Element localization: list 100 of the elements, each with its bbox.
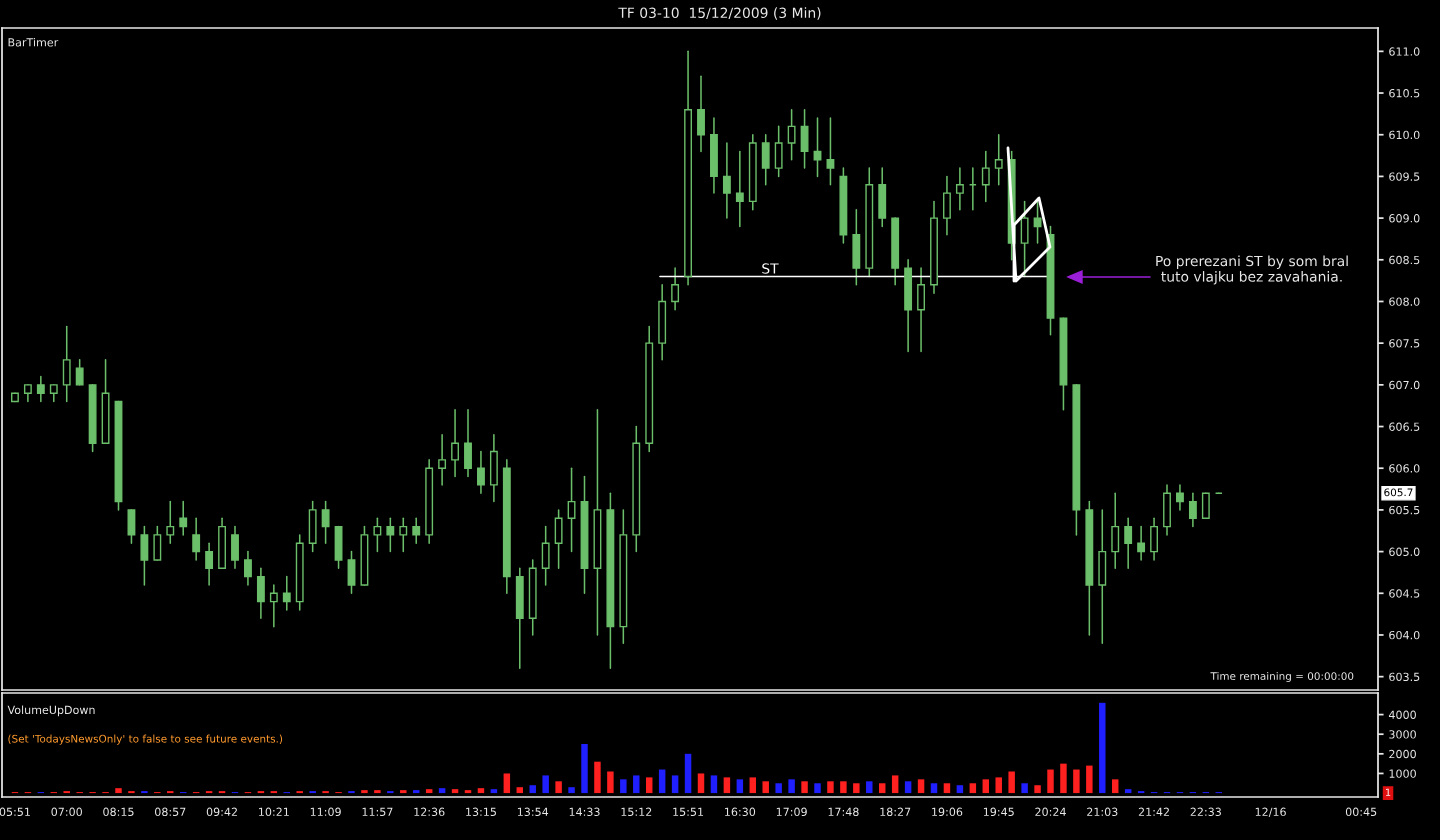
bar [1034,785,1041,794]
candlestick [166,500,175,545]
bar [827,781,834,794]
y-tick-label: 606.5 [1389,422,1420,431]
bar [956,785,964,794]
bar [658,769,666,794]
x-tick-label: 07:00 [51,807,82,817]
bar [930,783,938,794]
candlestick [1137,525,1146,561]
bar [555,781,562,794]
annotation: (Set 'TodaysNewsOnly' to false to see future events.) [8,734,283,745]
y-tick-label: 604.5 [1389,589,1420,598]
candlestick [282,575,291,611]
bar [607,771,614,794]
annotation: BarTimer [8,37,59,47]
y-tick-label: 609.0 [1389,214,1420,223]
y-tick-label: 603.5 [1389,672,1420,682]
y-tick-label: 608.5 [1389,255,1420,265]
bar [1008,771,1015,794]
bar [736,779,744,794]
bar [1099,702,1106,794]
y-tick-label: 605.0 [1389,547,1420,556]
bar [969,783,977,794]
candlestick [1176,484,1184,511]
x-tick-label: 17:09 [776,807,807,817]
x-tick-label: 20:24 [1035,807,1066,817]
y-tick-label: 611.0 [1389,47,1420,56]
candlestick [269,584,278,628]
bar [361,790,368,794]
bar [594,761,601,794]
x-tick-label: 22:33 [1190,807,1221,817]
bar [775,783,782,794]
bar [115,788,122,794]
ref-line-label: ST [762,263,779,274]
candlestick [994,133,1003,186]
bar [1086,765,1093,794]
bar [866,781,873,794]
bar [516,787,524,794]
y-tick-label: 1000 [1389,769,1416,778]
candlestick [451,409,459,478]
x-tick-label: 12/16 [1255,807,1286,817]
chart-title: TF 03-10 15/12/2009 (3 Min) [618,7,821,20]
y-tick-label: 607.0 [1389,380,1420,390]
bar [1021,783,1028,794]
bar [1111,779,1119,794]
candlestick [412,517,421,545]
candlestick [1124,517,1133,570]
x-tick-label: 15:12 [621,807,652,817]
candlestick [477,450,485,494]
x-tick-label: 09:42 [206,807,237,817]
bar [1047,769,1054,794]
bar [1060,763,1067,794]
candlestick [386,517,395,553]
bar [568,787,575,794]
bar [840,781,847,794]
x-tick-label: 11:09 [310,807,341,817]
x-tick-label: 18:27 [880,807,911,817]
candlestick [244,550,252,586]
bar [542,775,549,794]
candlestick [1188,492,1197,528]
candlestick [735,150,744,228]
bar [451,789,459,794]
bar [891,775,899,794]
y-tick-label: 3000 [1389,730,1416,739]
candlestick [981,150,990,203]
bar [762,781,769,794]
bar [529,785,536,794]
x-tick-label: 13:15 [466,807,496,817]
candlestick [179,500,188,536]
bar [1073,769,1080,794]
candlestick [567,467,576,553]
y-tick-label: 4000 [1388,710,1416,719]
bar [671,775,679,794]
bar [438,788,446,794]
x-tick-label: 17:48 [828,807,859,817]
bar [412,790,420,794]
x-tick-label: 19:45 [983,807,1014,817]
candlestick [399,517,408,553]
candlestick [955,167,964,211]
candlestick [36,375,45,403]
bar [581,744,588,794]
y-tick-label: 608.0 [1389,297,1420,306]
candlestick [75,359,84,386]
candlestick [438,434,447,486]
bar [995,777,1002,794]
x-tick-label: 15:51 [673,807,704,817]
y-tick-label: 610.0 [1389,130,1420,140]
bar [982,779,990,794]
x-tick-label: 14:33 [569,807,600,817]
bar [723,777,731,794]
bar [684,753,692,794]
candlestick [373,517,382,553]
bar [1124,789,1132,794]
bar [400,790,407,794]
text: VolumeUpDown [7,705,95,717]
bar [697,773,705,794]
y-tick-label: 609.5 [1389,172,1420,181]
candlestick [671,267,680,311]
bar [917,779,925,794]
bar [477,788,485,794]
